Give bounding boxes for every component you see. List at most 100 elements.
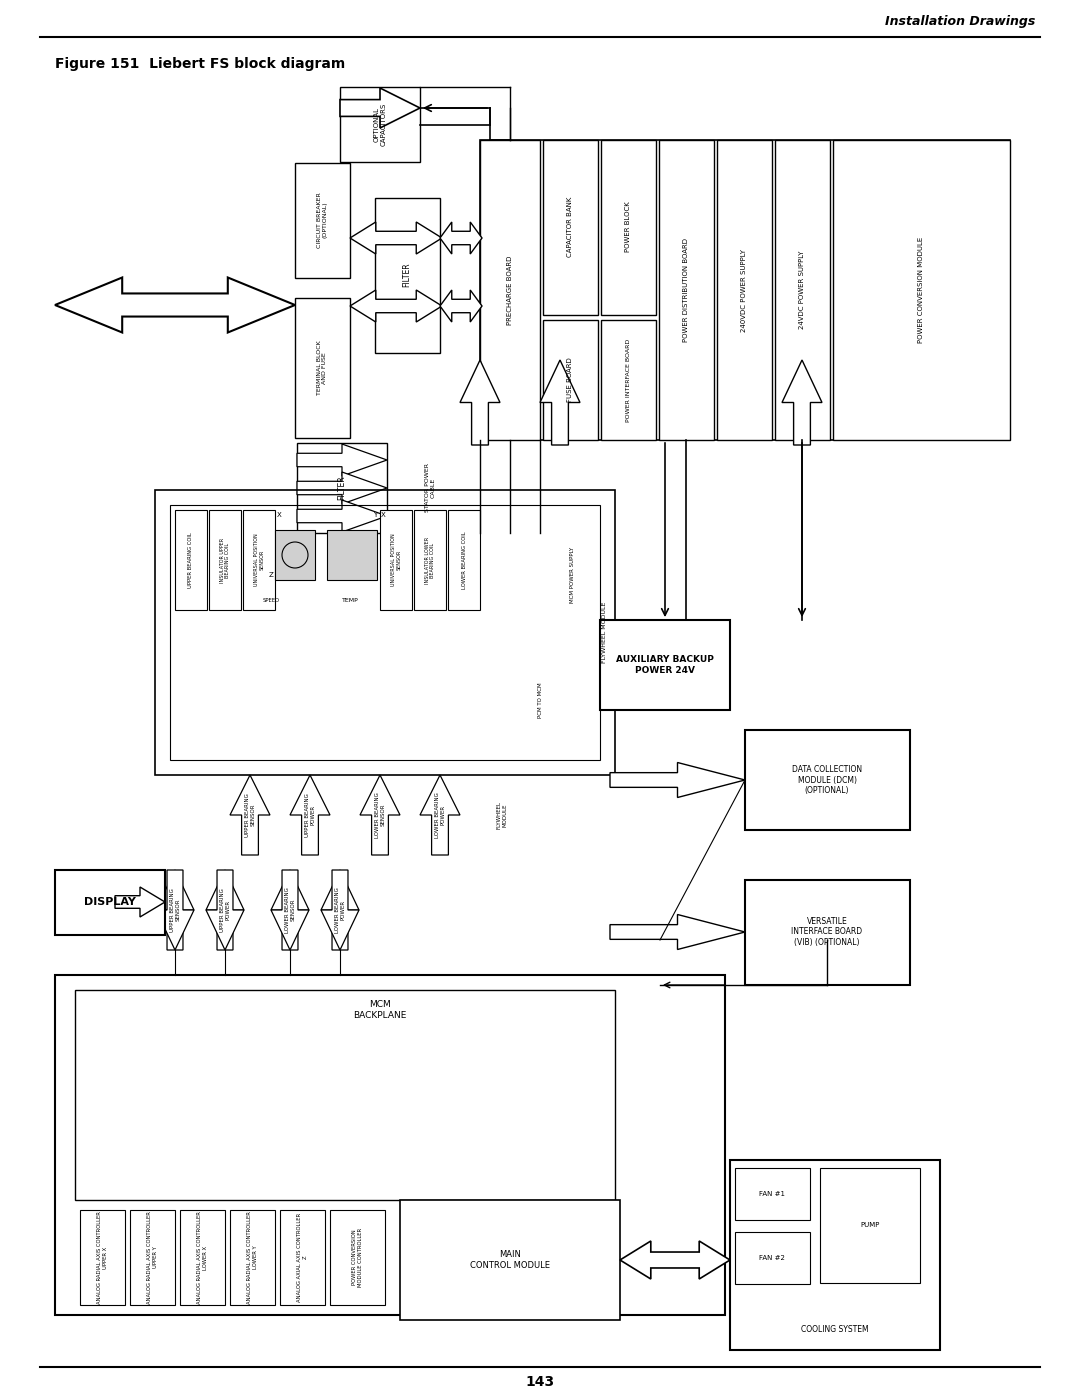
Text: MCM
BACKPLANE: MCM BACKPLANE: [353, 1000, 407, 1020]
Text: POWER BLOCK: POWER BLOCK: [625, 201, 631, 253]
Text: 24VDC POWER SUPPLY: 24VDC POWER SUPPLY: [799, 250, 805, 330]
Text: PCM TO MCM: PCM TO MCM: [538, 682, 542, 718]
Text: INSULATOR LOWER
BEARING COIL: INSULATOR LOWER BEARING COIL: [424, 536, 435, 584]
Text: MCM POWER SUPPLY: MCM POWER SUPPLY: [569, 548, 575, 604]
Bar: [400, 1200, 620, 1320]
Text: TERMINAL BLOCK
AND FUSE: TERMINAL BLOCK AND FUSE: [316, 341, 327, 395]
Bar: [735, 1232, 810, 1284]
Text: LOWER BEARING
POWER: LOWER BEARING POWER: [335, 887, 346, 933]
Polygon shape: [540, 360, 580, 446]
Bar: [717, 140, 772, 440]
Polygon shape: [156, 870, 194, 950]
Bar: [745, 731, 910, 830]
Text: LOWER BEARING COIL: LOWER BEARING COIL: [461, 531, 467, 588]
Text: OPTIONAL
CAPACITORS: OPTIONAL CAPACITORS: [374, 102, 387, 145]
Bar: [659, 140, 714, 440]
Bar: [543, 320, 598, 440]
Text: CIRCUIT BREAKER
(OPTIONAL): CIRCUIT BREAKER (OPTIONAL): [316, 193, 327, 247]
Polygon shape: [271, 870, 309, 950]
Bar: [170, 504, 600, 760]
Polygon shape: [460, 360, 500, 446]
Text: UPPER BEARING
POWER: UPPER BEARING POWER: [305, 793, 315, 837]
Text: POWER CONVERSION MODULE: POWER CONVERSION MODULE: [918, 237, 924, 344]
Text: INSULATOR UPPER
BEARING COIL: INSULATOR UPPER BEARING COIL: [219, 538, 230, 583]
Polygon shape: [271, 870, 309, 950]
Text: PUMP: PUMP: [861, 1222, 880, 1228]
Text: FUSE BOARD: FUSE BOARD: [567, 358, 573, 402]
Polygon shape: [297, 472, 387, 504]
Polygon shape: [206, 870, 244, 950]
Bar: [380, 510, 411, 610]
Text: ANALOG RADIAL AXIS CONTROLLER
LOWER Y: ANALOG RADIAL AXIS CONTROLLER LOWER Y: [247, 1211, 258, 1303]
Bar: [295, 163, 350, 278]
Text: LOWER BEARING
SENSOR: LOWER BEARING SENSOR: [285, 887, 296, 933]
Polygon shape: [350, 291, 442, 321]
Polygon shape: [360, 775, 400, 855]
Text: ANALOG RADIAL AXIS CONTROLLER
UPPER X: ANALOG RADIAL AXIS CONTROLLER UPPER X: [97, 1211, 108, 1303]
Text: FILTER: FILTER: [403, 263, 411, 288]
Text: UPPER BEARING COIL: UPPER BEARING COIL: [189, 532, 193, 588]
Polygon shape: [230, 775, 270, 855]
Bar: [414, 510, 446, 610]
Text: VERSATILE
INTERFACE BOARD
(VIB) (OPTIONAL): VERSATILE INTERFACE BOARD (VIB) (OPTIONA…: [792, 916, 863, 947]
Text: FLYWHEEL MODULE: FLYWHEEL MODULE: [603, 601, 607, 662]
Bar: [243, 510, 275, 610]
Polygon shape: [156, 870, 194, 950]
Bar: [280, 1210, 325, 1305]
Polygon shape: [620, 1241, 730, 1280]
Text: UNIVERSAL POSITION
SENSOR: UNIVERSAL POSITION SENSOR: [391, 534, 402, 587]
Text: FILTER: FILTER: [337, 476, 347, 500]
Text: FAN #2: FAN #2: [759, 1255, 785, 1261]
Bar: [775, 140, 831, 440]
Polygon shape: [321, 870, 359, 950]
Text: ANALOG RADIAL AXIS CONTROLLER
LOWER X: ANALOG RADIAL AXIS CONTROLLER LOWER X: [197, 1211, 207, 1303]
Text: POWER INTERFACE BOARD: POWER INTERFACE BOARD: [625, 338, 631, 422]
Bar: [75, 990, 615, 1200]
Polygon shape: [55, 278, 295, 332]
Bar: [340, 87, 420, 162]
Text: UPPER BEARING
POWER: UPPER BEARING POWER: [219, 888, 230, 932]
Polygon shape: [321, 870, 359, 950]
Text: Y: Y: [373, 511, 377, 518]
Bar: [175, 510, 207, 610]
Text: Z: Z: [269, 571, 273, 578]
Bar: [130, 1210, 175, 1305]
Text: CAPACITOR BANK: CAPACITOR BANK: [567, 197, 573, 257]
Bar: [820, 1168, 920, 1282]
Polygon shape: [297, 444, 387, 476]
Text: ANALOG AXIAL AXIS CONTROLLER
Z: ANALOG AXIAL AXIS CONTROLLER Z: [297, 1213, 308, 1302]
Bar: [730, 1160, 940, 1350]
Text: UPPER BEARING
SENSOR: UPPER BEARING SENSOR: [170, 888, 180, 932]
Text: STATOR POWER
CABLE: STATOR POWER CABLE: [424, 464, 435, 513]
Bar: [745, 880, 910, 985]
Polygon shape: [782, 360, 822, 446]
Text: TEMP: TEMP: [341, 598, 359, 602]
Bar: [600, 140, 656, 314]
Bar: [543, 140, 598, 314]
Bar: [480, 140, 540, 440]
Text: COOLING SYSTEM: COOLING SYSTEM: [801, 1326, 868, 1334]
Bar: [448, 510, 480, 610]
Text: UPPER BEARING
SENSOR: UPPER BEARING SENSOR: [244, 793, 255, 837]
Polygon shape: [610, 915, 745, 950]
Text: Installation Drawings: Installation Drawings: [885, 15, 1035, 28]
Text: PRECHARGE BOARD: PRECHARGE BOARD: [507, 256, 513, 324]
Bar: [375, 198, 440, 353]
Polygon shape: [420, 775, 460, 855]
Bar: [180, 1210, 225, 1305]
Polygon shape: [291, 775, 330, 855]
Polygon shape: [206, 870, 244, 950]
Text: Figure 151  Liebert FS block diagram: Figure 151 Liebert FS block diagram: [55, 57, 346, 71]
Bar: [80, 1210, 125, 1305]
Text: 240VDC POWER SUPPLY: 240VDC POWER SUPPLY: [741, 249, 747, 331]
Bar: [297, 443, 387, 534]
Text: ANALOG RADIAL AXIS CONTROLLER
UPPER Y: ANALOG RADIAL AXIS CONTROLLER UPPER Y: [147, 1211, 158, 1303]
Text: FLYWHEEL
MODULE: FLYWHEEL MODULE: [497, 800, 508, 828]
Polygon shape: [350, 222, 442, 254]
Bar: [230, 1210, 275, 1305]
Bar: [210, 510, 241, 610]
Text: LOWER BEARING
POWER: LOWER BEARING POWER: [434, 792, 445, 838]
Bar: [330, 1210, 384, 1305]
Text: POWER CONVERSION
MODULE CONTROLLER: POWER CONVERSION MODULE CONTROLLER: [352, 1228, 363, 1287]
Polygon shape: [340, 88, 420, 129]
